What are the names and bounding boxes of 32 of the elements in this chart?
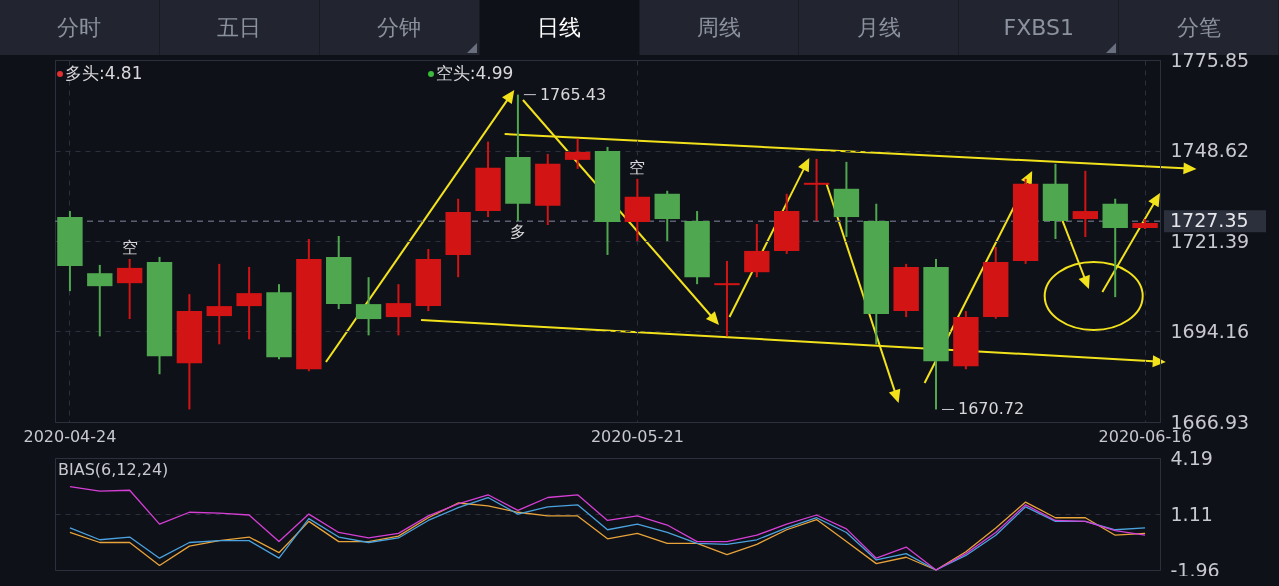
text: 日线 bbox=[479, 0, 640, 55]
text: 五日 bbox=[159, 0, 320, 55]
y-tick-label: 1694.16 bbox=[1170, 320, 1250, 342]
text: FXBS1 bbox=[959, 0, 1120, 55]
annotation: 空头:4.99 bbox=[435, 62, 514, 85]
y-tick-label: -1.96 bbox=[1170, 558, 1220, 581]
candlestick bbox=[206, 262, 232, 346]
y-tick-label: 1748.62 bbox=[1170, 139, 1250, 161]
text: 分钟 bbox=[319, 0, 480, 55]
text: 周线 bbox=[639, 0, 800, 55]
candlestick bbox=[714, 259, 740, 338]
candlestick bbox=[1072, 169, 1099, 238]
annotation: 多 bbox=[509, 222, 526, 242]
candlestick bbox=[236, 265, 262, 341]
candlestick bbox=[803, 157, 830, 223]
text: 月线 bbox=[799, 0, 960, 55]
text: 分时 bbox=[0, 0, 160, 55]
y-tick-label: 1775.85 bbox=[1170, 48, 1250, 71]
annotation: 1670.72 bbox=[958, 399, 1025, 419]
annotation: 1765.43 bbox=[539, 84, 607, 104]
y-tick-label: 4.19 bbox=[1170, 446, 1213, 469]
ref-line-label: 1727.35 bbox=[1170, 209, 1249, 232]
annotation: 空 bbox=[629, 157, 646, 177]
annotation: 空 bbox=[121, 237, 138, 257]
x-tick-label: 2020-05-21 bbox=[590, 426, 684, 446]
annotation: 多头:4.81 bbox=[64, 62, 143, 85]
x-tick-label: 2020-04-24 bbox=[23, 426, 117, 446]
text: 分笔 bbox=[1176, 14, 1221, 40]
y-tick-label: 1.11 bbox=[1170, 502, 1213, 525]
candlestick bbox=[564, 137, 591, 170]
chart-title: BIAS(6,12,24) bbox=[58, 460, 169, 479]
y-tick-label: 1721.39 bbox=[1170, 229, 1250, 252]
